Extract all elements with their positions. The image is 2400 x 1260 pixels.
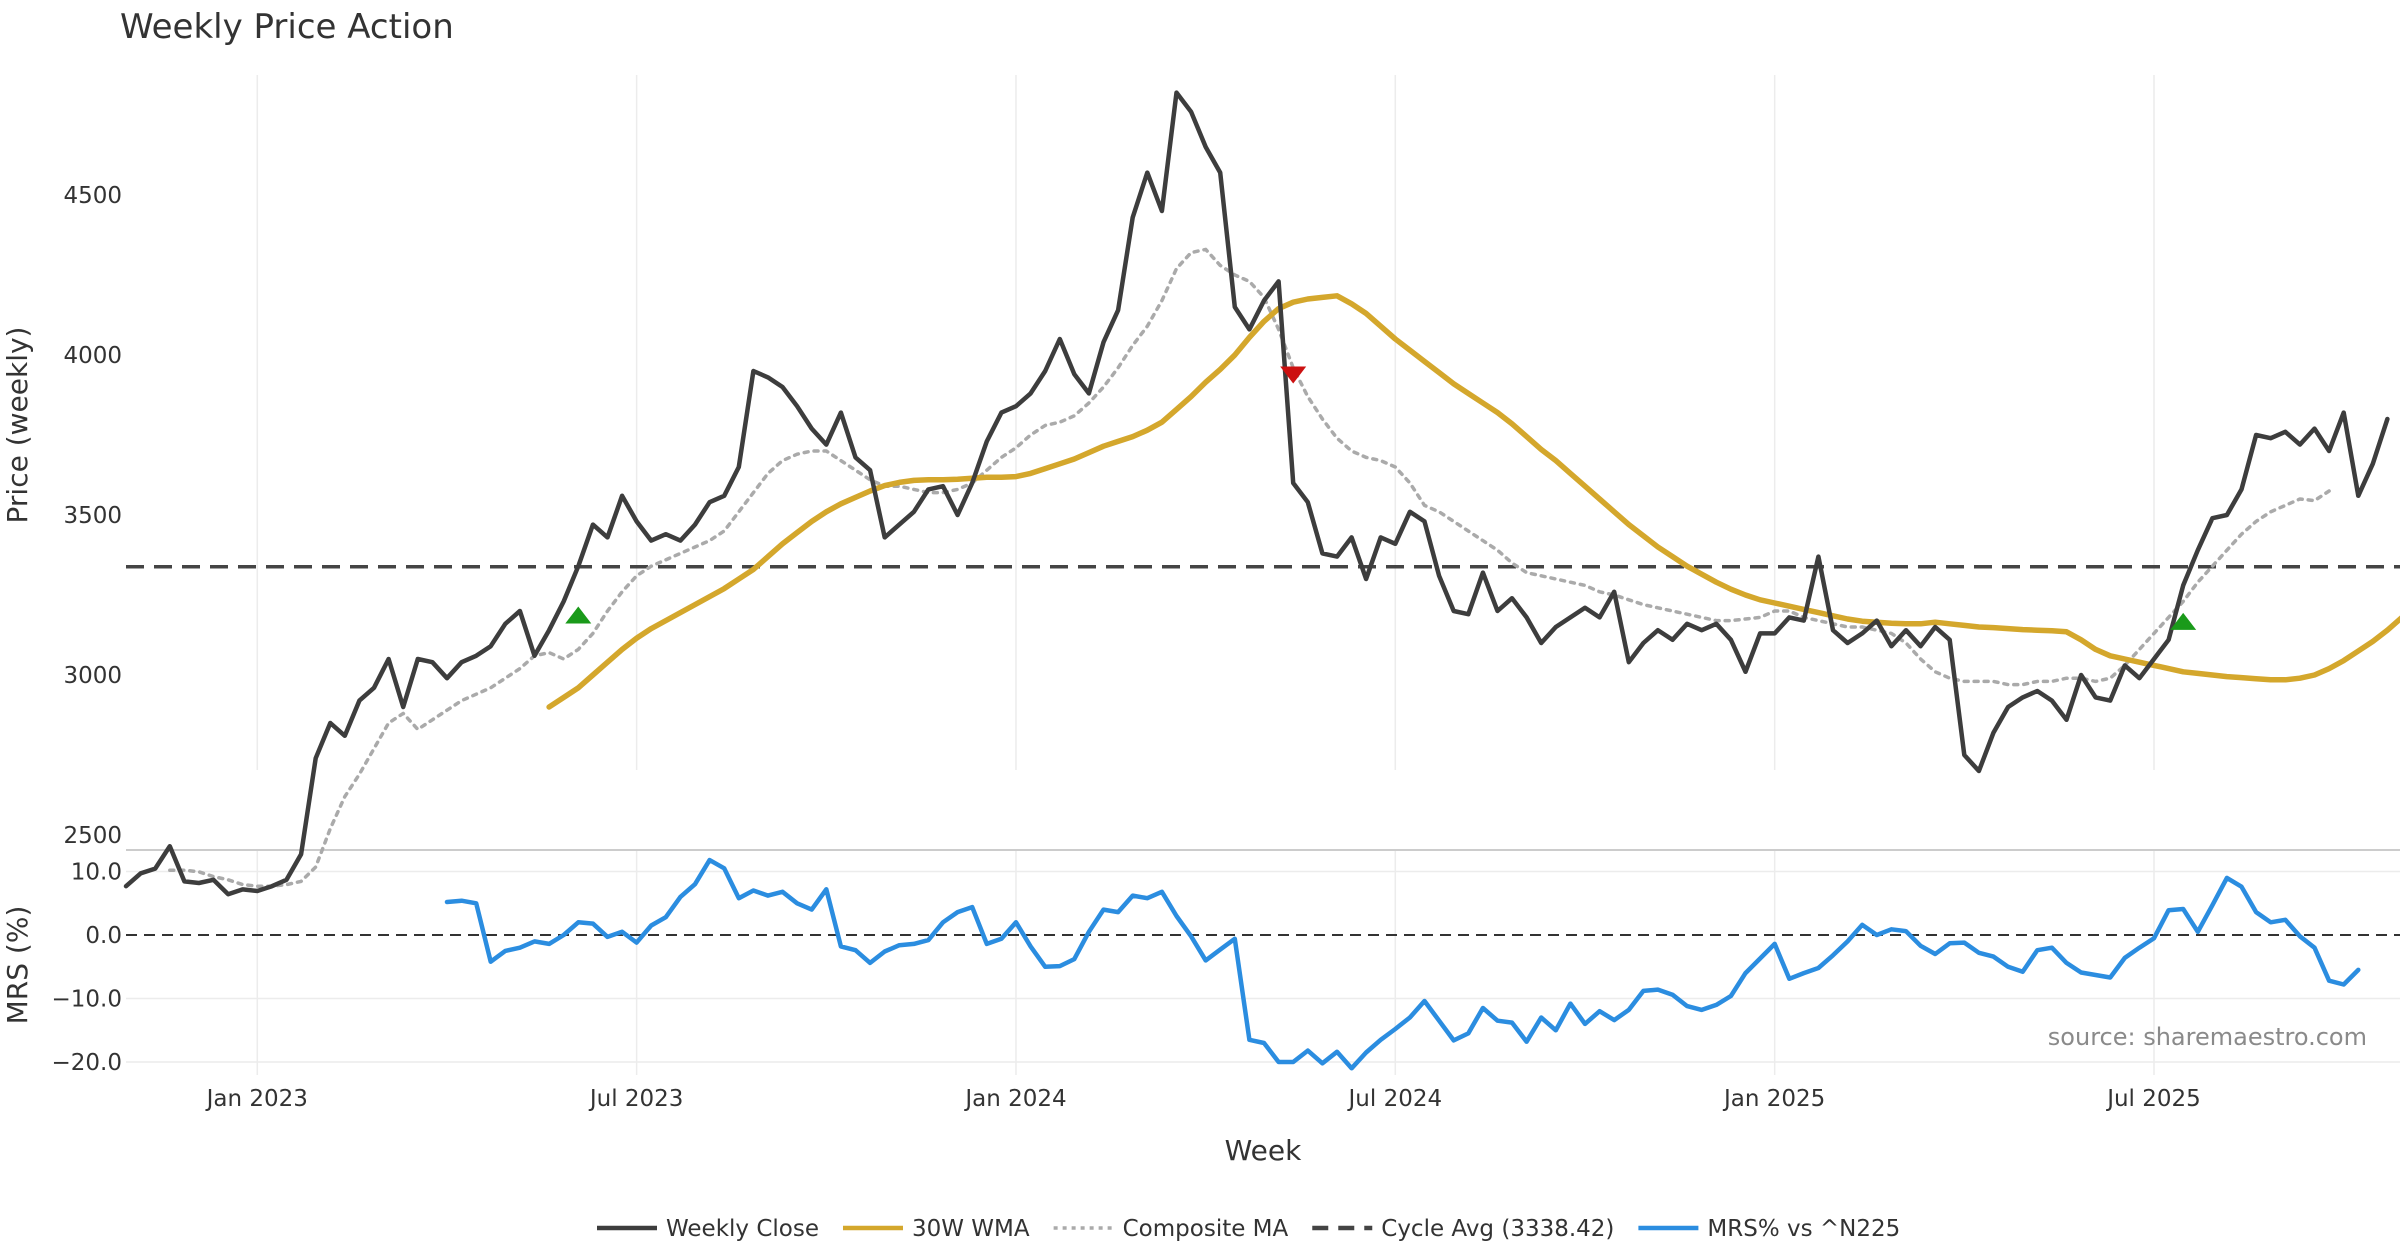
price-y-tick-label: 3000 bbox=[63, 663, 122, 689]
weekly-close-line bbox=[123, 90, 2390, 897]
axis-ticks: Jan 2023 Jul 2023 Jan 2024 Jul 2024 Jan 2025… bbox=[52, 183, 2201, 1112]
x-tick-label: Jul 2024 bbox=[1347, 1086, 1443, 1112]
price-y-axis-title: Price (weekly) bbox=[1, 327, 34, 524]
mrs-y-tick-label: 10.0 bbox=[71, 860, 122, 886]
mrs-y-axis-title: MRS (%) bbox=[1, 906, 34, 1025]
x-tick-label: Jul 2023 bbox=[588, 1086, 684, 1112]
mrs-gridlines bbox=[126, 849, 2400, 1075]
buy-signal-marker bbox=[565, 606, 592, 624]
mrs-series bbox=[444, 857, 2361, 1071]
x-axis-title: Week bbox=[1225, 1134, 1302, 1167]
composite-ma-line bbox=[168, 247, 2331, 888]
chart-legend: Weekly Close 30W WMA Composite MA Cycle Avg… bbox=[597, 1216, 1900, 1242]
chart-title: Weekly Price Action bbox=[120, 7, 454, 47]
30w-wma-line bbox=[546, 293, 2400, 710]
30w-wma-legend-label: 30W WMA bbox=[912, 1216, 1030, 1242]
price-y-tick-label: 2500 bbox=[63, 823, 122, 849]
price-y-tick-label: 4500 bbox=[63, 183, 122, 209]
cycle-avg-3338-42-legend-label: Cycle Avg (3338.42) bbox=[1381, 1216, 1614, 1242]
price-y-tick-label: 4000 bbox=[63, 343, 122, 369]
price-gridlines bbox=[256, 75, 2155, 770]
buy-signal-marker bbox=[2170, 612, 2197, 630]
signal-markers bbox=[565, 366, 2197, 630]
x-tick-label: Jul 2025 bbox=[2105, 1086, 2201, 1112]
weekly-close-legend-label: Weekly Close bbox=[666, 1216, 819, 1242]
mrs-y-tick-label: 0.0 bbox=[85, 923, 122, 949]
sell-signal-marker bbox=[1280, 366, 1307, 384]
mrs-line bbox=[444, 857, 2361, 1071]
price-series bbox=[123, 90, 2400, 897]
x-tick-label: Jan 2025 bbox=[1722, 1086, 1825, 1112]
x-tick-label: Jan 2024 bbox=[963, 1086, 1066, 1112]
mrs-y-tick-label: −10.0 bbox=[52, 987, 122, 1013]
composite-ma-legend-label: Composite MA bbox=[1123, 1216, 1289, 1242]
x-tick-label: Jan 2023 bbox=[205, 1086, 308, 1112]
price-y-tick-label: 3500 bbox=[63, 503, 122, 529]
source-note: source: sharemaestro.com bbox=[2048, 1023, 2367, 1051]
mrs-vs-n225-legend-label: MRS% vs ^N225 bbox=[1707, 1216, 1900, 1242]
mrs-y-tick-label: −20.0 bbox=[52, 1050, 122, 1076]
